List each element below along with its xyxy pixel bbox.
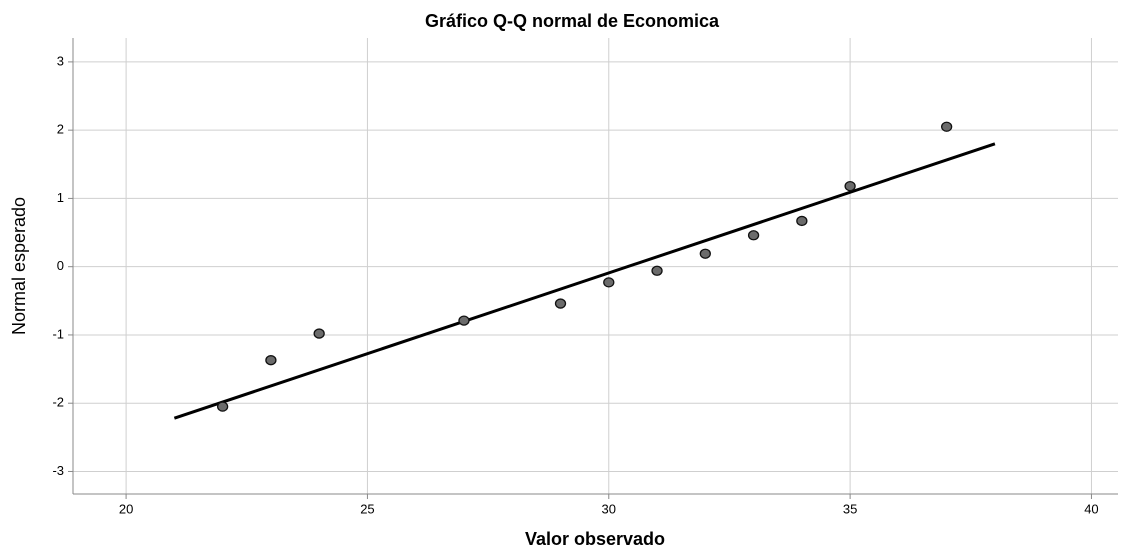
y-tick-label: 3 (57, 53, 64, 68)
reference-line (173, 142, 996, 420)
data-point (796, 215, 808, 227)
data-point (603, 277, 615, 288)
x-axis-label: Valor observado (525, 529, 665, 549)
data-point (651, 265, 663, 276)
x-tick-label: 30 (602, 501, 616, 516)
data-point (554, 298, 567, 309)
data-point (458, 315, 470, 326)
x-tick-label: 35 (843, 501, 857, 516)
data-point (940, 121, 953, 132)
data-point (265, 355, 277, 366)
data-point (699, 248, 711, 259)
x-tick-label: 40 (1084, 501, 1098, 516)
data-point (216, 401, 229, 412)
y-axis-label: Normal esperado (9, 197, 29, 335)
data-point (313, 328, 325, 339)
x-tick-label: 20 (119, 501, 133, 516)
y-tick-label: -1 (52, 326, 64, 341)
y-tick-label: 1 (57, 190, 64, 205)
y-tick-label: -3 (52, 463, 64, 478)
y-tick-label: 0 (57, 258, 64, 273)
y-tick-label: 2 (57, 122, 64, 137)
data-point (747, 230, 760, 241)
chart-title: Gráfico Q-Q normal de Economica (425, 11, 720, 31)
data-point (844, 180, 856, 192)
y-tick-label: -2 (52, 395, 64, 410)
x-tick-label: 25 (360, 501, 374, 516)
